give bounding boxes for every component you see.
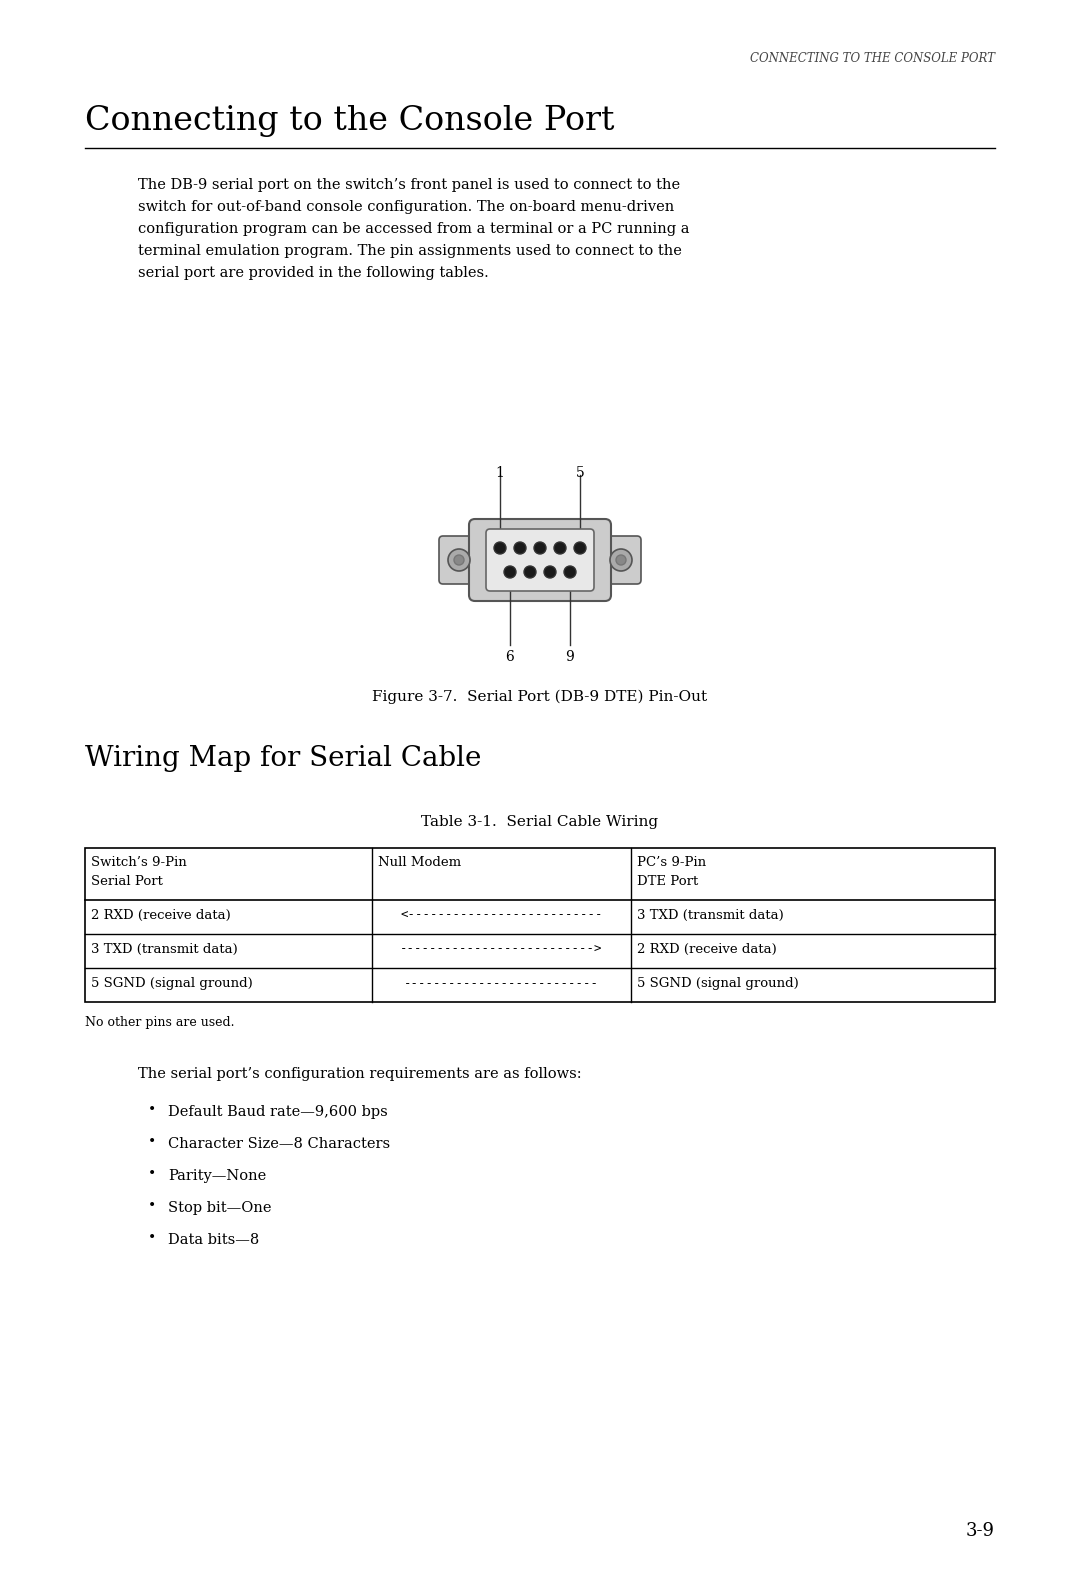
Text: configuration program can be accessed from a terminal or a PC running a: configuration program can be accessed fr…: [138, 221, 689, 236]
Text: 1: 1: [496, 466, 504, 480]
Text: 3 TXD (transmit data): 3 TXD (transmit data): [637, 909, 784, 922]
Circle shape: [554, 542, 566, 554]
Text: PC’s 9-Pin: PC’s 9-Pin: [637, 856, 706, 870]
Text: switch for out-of-band console configuration. The on-board menu-driven: switch for out-of-band console configura…: [138, 199, 674, 214]
Text: Null Modem: Null Modem: [378, 856, 461, 870]
FancyBboxPatch shape: [486, 529, 594, 590]
Text: •: •: [148, 1135, 157, 1149]
Circle shape: [616, 556, 626, 565]
Text: Connecting to the Console Port: Connecting to the Console Port: [85, 105, 615, 137]
Text: 5 SGND (signal ground): 5 SGND (signal ground): [637, 977, 799, 991]
Text: Parity—None: Parity—None: [168, 1170, 267, 1184]
Text: The DB-9 serial port on the switch’s front panel is used to connect to the: The DB-9 serial port on the switch’s fro…: [138, 177, 680, 192]
Circle shape: [610, 550, 632, 571]
Text: •: •: [148, 1167, 157, 1181]
Text: 2 RXD (receive data): 2 RXD (receive data): [91, 909, 231, 922]
Text: <--------------------------: <--------------------------: [400, 909, 603, 922]
Text: DTE Port: DTE Port: [637, 874, 699, 889]
Circle shape: [514, 542, 526, 554]
Circle shape: [564, 567, 576, 578]
Text: Default Baud rate—9,600 bps: Default Baud rate—9,600 bps: [168, 1105, 388, 1119]
Circle shape: [544, 567, 556, 578]
Text: Figure 3-7.  Serial Port (DB-9 DTE) Pin-Out: Figure 3-7. Serial Port (DB-9 DTE) Pin-O…: [373, 689, 707, 705]
FancyBboxPatch shape: [438, 535, 480, 584]
Text: The serial port’s configuration requirements are as follows:: The serial port’s configuration requirem…: [138, 1068, 582, 1082]
Text: 3 TXD (transmit data): 3 TXD (transmit data): [91, 944, 238, 956]
Text: 6: 6: [505, 650, 514, 664]
Text: 5: 5: [576, 466, 584, 480]
Text: Table 3-1.  Serial Cable Wiring: Table 3-1. Serial Cable Wiring: [421, 815, 659, 829]
Text: •: •: [148, 1231, 157, 1245]
Text: terminal emulation program. The pin assignments used to connect to the: terminal emulation program. The pin assi…: [138, 243, 681, 257]
Text: --------------------------: --------------------------: [404, 977, 598, 991]
Circle shape: [494, 542, 507, 554]
Text: Serial Port: Serial Port: [91, 874, 163, 889]
FancyBboxPatch shape: [600, 535, 642, 584]
Text: serial port are provided in the following tables.: serial port are provided in the followin…: [138, 265, 489, 279]
Text: Wiring Map for Serial Cable: Wiring Map for Serial Cable: [85, 746, 482, 772]
Text: •: •: [148, 1104, 157, 1116]
Text: Stop bit—One: Stop bit—One: [168, 1201, 271, 1215]
Text: 9: 9: [566, 650, 575, 664]
Text: Character Size—8 Characters: Character Size—8 Characters: [168, 1137, 390, 1151]
Text: No other pins are used.: No other pins are used.: [85, 1016, 234, 1028]
Text: 3-9: 3-9: [966, 1521, 995, 1540]
Circle shape: [454, 556, 464, 565]
FancyBboxPatch shape: [469, 520, 611, 601]
Circle shape: [524, 567, 536, 578]
Circle shape: [448, 550, 470, 571]
Circle shape: [573, 542, 586, 554]
Text: 5 SGND (signal ground): 5 SGND (signal ground): [91, 977, 253, 991]
Circle shape: [504, 567, 516, 578]
Text: CONNECTING TO THE CONSOLE PORT: CONNECTING TO THE CONSOLE PORT: [750, 52, 995, 64]
Text: Data bits—8: Data bits—8: [168, 1232, 259, 1247]
Text: 2 RXD (receive data): 2 RXD (receive data): [637, 944, 777, 956]
Circle shape: [534, 542, 546, 554]
Text: -------------------------->: -------------------------->: [400, 944, 603, 956]
Bar: [85, 848, 995, 1002]
Text: •: •: [148, 1199, 157, 1214]
Text: Switch’s 9-Pin: Switch’s 9-Pin: [91, 856, 187, 870]
